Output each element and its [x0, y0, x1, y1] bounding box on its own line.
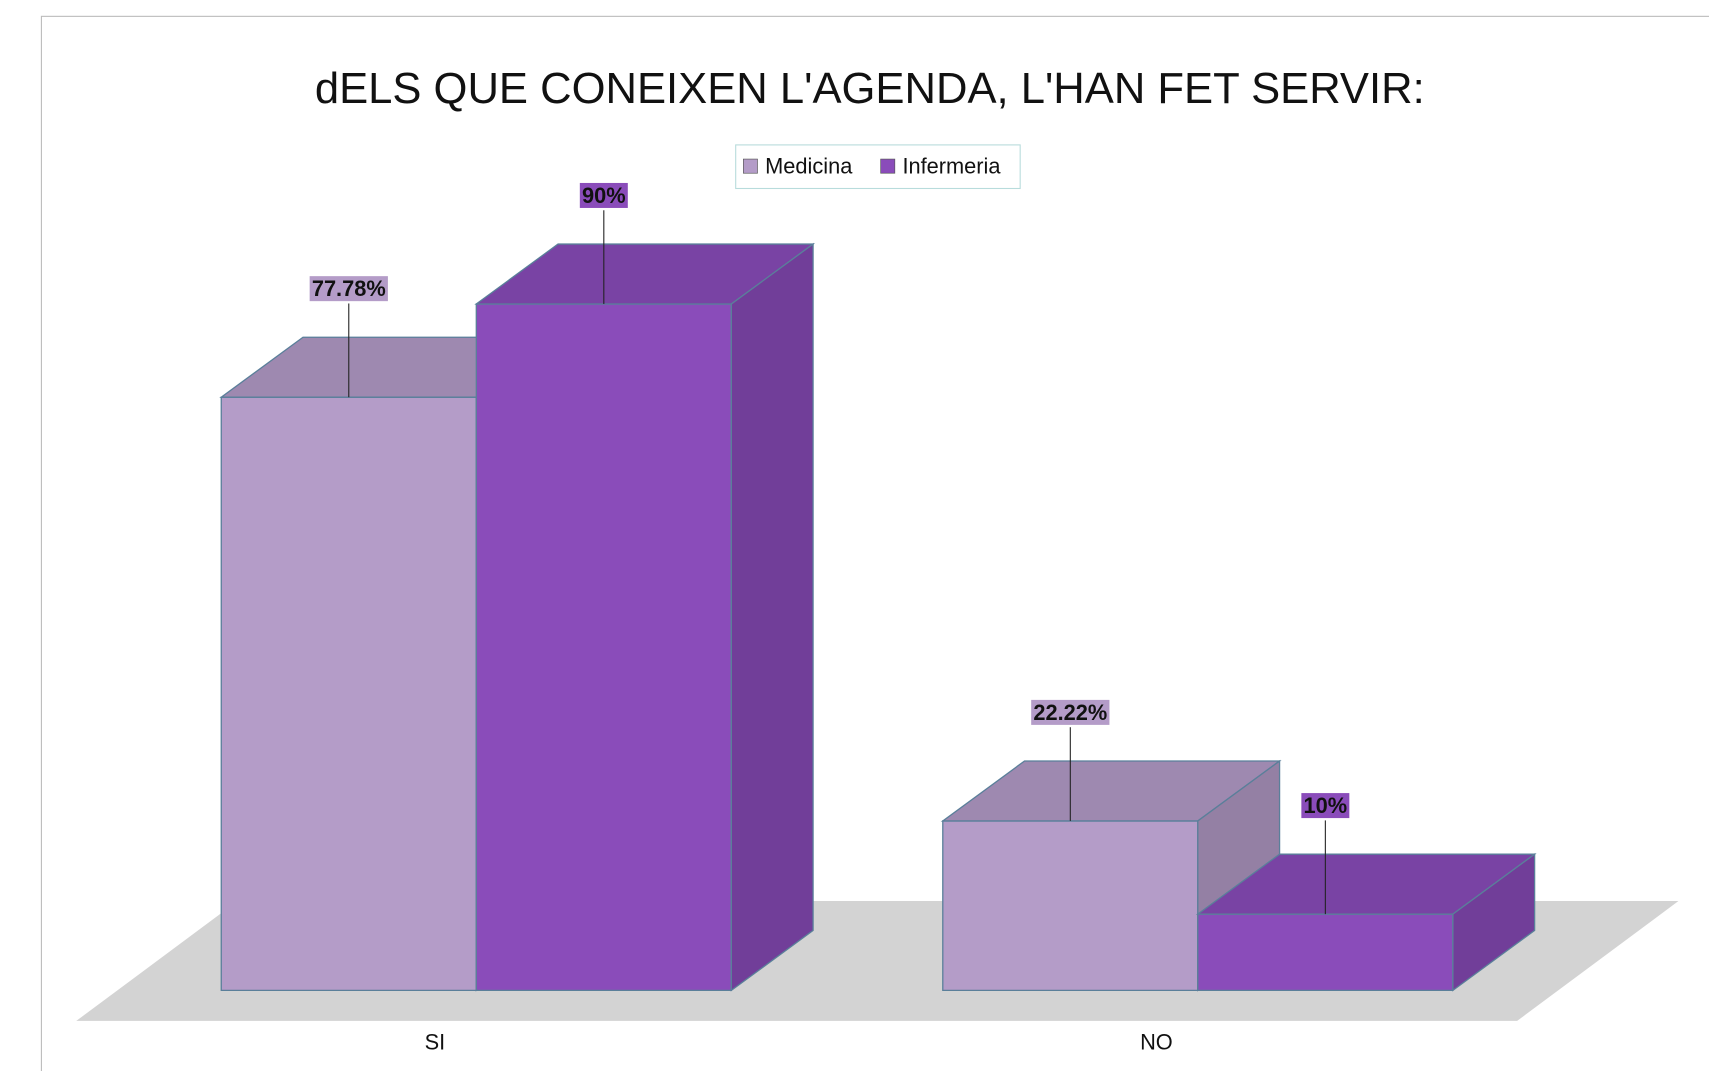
legend-label: Medicina: [765, 154, 853, 179]
bar-front: [475, 303, 732, 992]
bar-side: [730, 242, 814, 992]
data-label-bg: [309, 276, 388, 302]
x-tick-label: SI: [425, 1030, 446, 1055]
data-label-bg: [1031, 699, 1110, 725]
data-label: 22.22%: [1033, 700, 1107, 725]
data-label: 77.78%: [312, 276, 386, 301]
bar-front: [220, 396, 477, 992]
legend-label: Infermeria: [902, 154, 1001, 179]
data-label: 10%: [1304, 793, 1348, 818]
bar: [1195, 852, 1537, 992]
data-label-bg: [1301, 793, 1350, 819]
bar: [474, 242, 816, 992]
bar-side: [1452, 852, 1536, 992]
legend-box: [735, 144, 1021, 190]
x-tick-label: NO: [1140, 1030, 1173, 1055]
bar-front: [942, 820, 1199, 992]
bar-front: [1197, 913, 1454, 992]
chart-title: dELS QUE CONEIXEN L'AGENDA, L'HAN FET SE…: [315, 65, 1425, 113]
bar: [940, 759, 1282, 992]
legend-swatch: [880, 158, 896, 174]
legend-swatch: [743, 158, 758, 174]
data-label: 90%: [582, 183, 626, 208]
data-label-bg: [579, 182, 628, 208]
